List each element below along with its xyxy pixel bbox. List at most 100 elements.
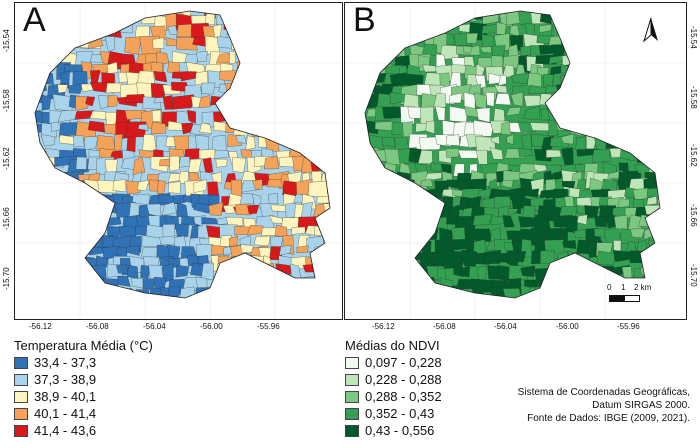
region-polygon [75,156,88,170]
region-polygon [445,148,460,158]
region-polygon [392,227,411,237]
region-polygon [560,133,575,145]
region-polygon [121,287,135,298]
region-polygon [264,11,280,21]
region-polygon [644,204,660,216]
region-polygon [365,170,369,185]
scale-bar: 0 1 2 km [607,283,667,313]
region-polygon [449,92,463,104]
region-polygon [49,297,63,298]
region-polygon [651,251,660,265]
region-polygon [518,148,533,157]
region-polygon [345,164,365,175]
region-polygon [407,314,415,319]
region-polygon [35,254,40,267]
lon-tick: -56.08 [433,322,456,331]
region-polygon [305,135,321,147]
region-polygon [266,25,284,35]
region-polygon [584,22,604,39]
region-polygon [615,313,634,319]
region-polygon [396,197,415,210]
region-polygon [332,16,342,23]
region-polygon [213,276,232,287]
region-polygon [265,72,276,88]
region-polygon [345,120,364,137]
region-polygon [334,3,342,10]
legend-label: 38,9 - 40,1 [34,389,97,404]
region-polygon [472,11,486,16]
region-polygon [250,93,270,111]
region-polygon [410,304,430,313]
region-polygon [15,38,30,54]
region-polygon [108,13,118,33]
region-polygon [505,107,522,117]
region-polygon [566,300,585,310]
region-polygon [251,23,274,38]
region-polygon [94,11,106,22]
region-polygon [46,11,62,15]
region-polygon [345,189,357,202]
region-polygon [636,64,655,76]
region-polygon [91,217,102,235]
region-polygon [212,313,233,319]
region-polygon [542,302,563,317]
region-polygon [345,286,358,300]
region-polygon [213,110,231,123]
region-polygon [374,197,396,217]
region-polygon [324,264,330,281]
region-polygon [424,301,440,317]
region-polygon [40,134,56,147]
region-polygon [35,69,43,83]
region-polygon [140,265,151,279]
region-polygon [618,23,639,36]
region-polygon [575,106,589,124]
region-polygon [644,46,657,64]
region-polygon [225,111,236,121]
region-polygon [494,84,508,94]
region-polygon [323,215,330,229]
region-polygon [316,196,330,204]
region-polygon [640,134,657,154]
region-polygon [365,109,366,119]
region-polygon [574,22,594,37]
region-polygon [281,14,299,23]
region-polygon [604,36,617,50]
region-polygon [662,120,679,131]
region-polygon [418,214,433,234]
region-polygon [251,179,263,190]
region-polygon [290,52,307,71]
map-panel-temperature: A [14,2,343,320]
region-polygon [73,135,85,148]
region-polygon [659,146,660,160]
region-polygon [379,11,394,25]
region-polygon [327,243,330,261]
region-polygon [422,313,439,319]
region-polygon [420,198,441,205]
region-polygon [600,11,611,26]
region-polygon [228,11,244,17]
region-polygon [607,72,627,84]
region-polygon [365,227,378,238]
region-polygon [328,297,330,298]
region-polygon [341,38,342,48]
region-polygon [28,314,44,319]
region-polygon [622,91,637,111]
region-polygon [15,149,30,166]
region-polygon [630,228,646,239]
region-polygon [187,110,196,124]
region-polygon [346,45,355,53]
region-polygon [139,11,155,18]
region-polygon [421,43,438,56]
region-polygon [35,54,43,69]
region-polygon [425,120,435,134]
region-polygon [683,56,686,65]
region-polygon [126,264,139,279]
region-polygon [482,300,499,318]
region-polygon [550,11,561,25]
region-polygon [394,214,417,226]
region-polygon [496,22,507,35]
region-polygon [35,38,41,51]
region-polygon [365,107,366,122]
region-polygon [423,280,438,287]
region-polygon [631,120,649,137]
